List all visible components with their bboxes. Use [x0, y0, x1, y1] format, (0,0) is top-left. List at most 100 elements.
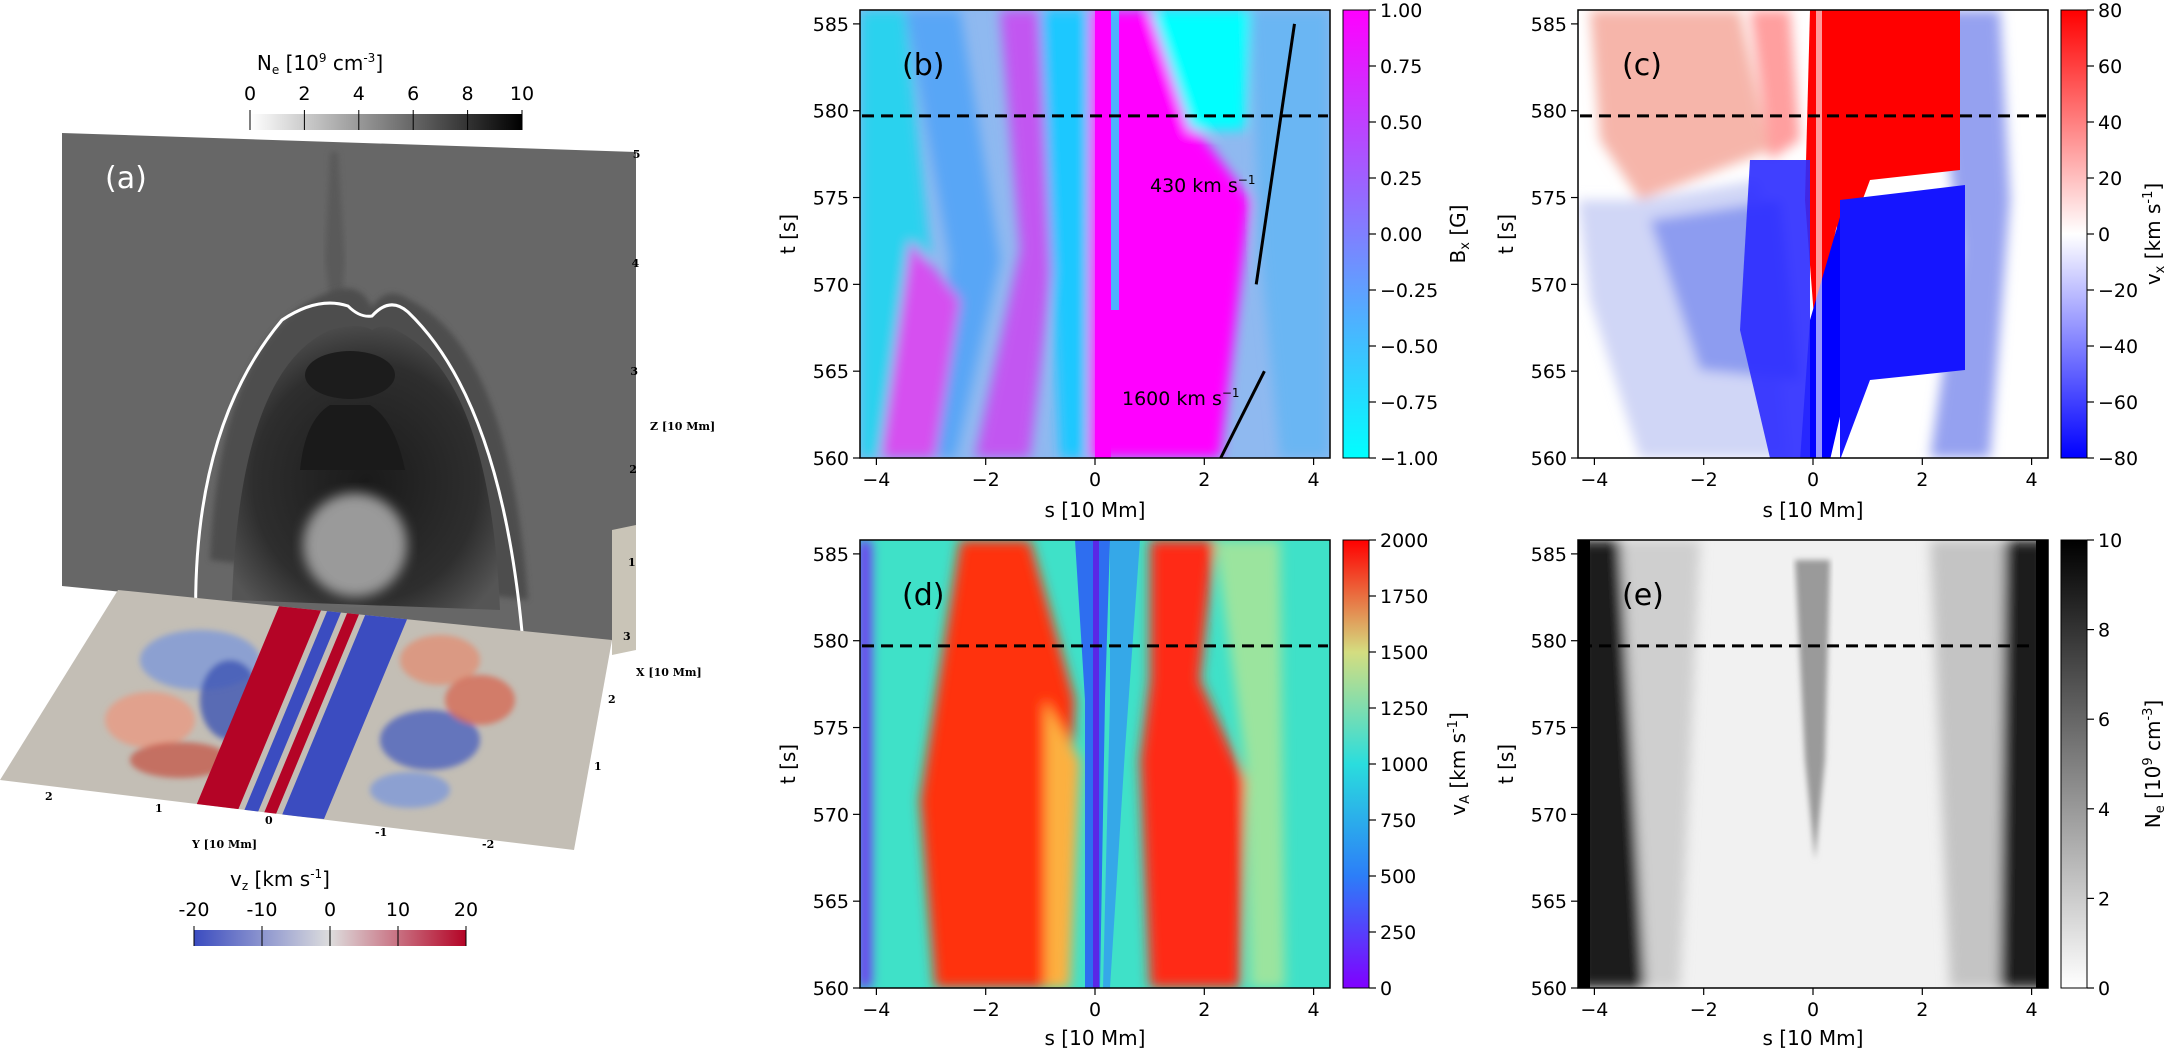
panel-e-ytick-label: 565	[1531, 891, 1567, 913]
panel-d-label: (d)	[902, 578, 944, 613]
z-axis-tick: 3	[630, 365, 638, 378]
panel-d-ytick-label: 565	[813, 891, 849, 913]
z-axis-tick: 1	[628, 556, 636, 569]
vz-colorbar-tick-label: -20	[178, 899, 209, 921]
panel-d-colorbar-tick-label: 2000	[1380, 530, 1428, 552]
panel-b-ytick-label: 585	[813, 14, 849, 36]
panel-a-label: (a)	[105, 161, 147, 196]
panel-c-ytick-label: 580	[1531, 101, 1567, 123]
ne-heatmap	[1578, 540, 2048, 988]
panel-b: 430 km s−1 1600 km s−1 (b) −4 −2 0 2 4 560 565 5…	[776, 0, 1473, 522]
panel-e-colorbar-tick-label: 6	[2098, 709, 2110, 731]
panel-d-colorbar-tick-label: 250	[1380, 922, 1416, 944]
panel-d-colorbar-tick-label: 1500	[1380, 642, 1428, 664]
panel-b-colorbar-tick-label: −0.50	[1380, 336, 1438, 358]
density-colorbar-tick-label: 4	[353, 83, 365, 105]
va-colorbar	[1342, 539, 1370, 989]
panel-e-xtick-label: 0	[1807, 999, 1819, 1021]
panel-b-ytick-label: 575	[813, 188, 849, 210]
panel-d-ylabel: t [s]	[776, 744, 800, 784]
panel-b-xlabel: s [10 Mm]	[1045, 498, 1146, 522]
panel-c-xtick-label: 2	[1916, 469, 1928, 491]
vz-colorbar: vz [km s-1] -20 -10 0 10 20	[178, 867, 478, 946]
panel-b-xtick-label: −2	[972, 469, 1000, 491]
density-colorbar-ramp	[250, 114, 522, 130]
z-axis-label: Z [10 Mm]	[650, 420, 715, 433]
panel-d-xtick-label: 0	[1089, 999, 1101, 1021]
panel-b-ytick-label: 565	[813, 361, 849, 383]
panel-c-xtick-label: 0	[1807, 469, 1819, 491]
vx-colorbar	[2060, 9, 2088, 459]
vz-colorbar-tick-label: -10	[246, 899, 277, 921]
x-axis-tick: 1	[594, 760, 602, 773]
density-colorbar-label: Ne [109 cm-3]	[257, 51, 383, 77]
z-axis-tick: 5	[633, 148, 641, 161]
panel-c-ytick-label: 565	[1531, 361, 1567, 383]
panel-e-ytick-label: 570	[1531, 804, 1567, 826]
panel-e-xtick-label: −2	[1690, 999, 1718, 1021]
panel-d-colorbar-tick-label: 500	[1380, 866, 1416, 888]
panel-b-colorbar-tick-label: 0.50	[1380, 112, 1422, 134]
z-axis-tick: 2	[629, 463, 637, 476]
density-colorbar-tick-label: 8	[462, 83, 474, 105]
panel-c-colorbar-tick-label: 40	[2098, 112, 2122, 134]
panel-d-ytick-label: 585	[813, 544, 849, 566]
density-colorbar-tick-label: 2	[298, 83, 310, 105]
x-axis-tick: 2	[608, 693, 616, 706]
panel-c-colorbar-tick-label: 80	[2098, 0, 2122, 22]
panel-e-xtick-label: −4	[1580, 999, 1608, 1021]
panel-e-colorbar-tick-label: 4	[2098, 799, 2110, 821]
panel-c-ylabel: t [s]	[1494, 214, 1518, 254]
panel-e-colorbar-tick-label: 8	[2098, 620, 2110, 642]
x-axis-tick: 3	[623, 630, 631, 643]
density-colorbar-tick-label: 10	[510, 83, 534, 105]
va-colorbar-label: vA [km s-1]	[1446, 712, 1473, 816]
panel-d-xtick-label: 4	[1308, 999, 1320, 1021]
panel-b-xtick-label: −4	[862, 469, 890, 491]
vx-colorbar-label: vx [km s-1]	[2141, 183, 2168, 285]
vz-colorbar-tick-label: 0	[324, 899, 336, 921]
panel-b-ytick-label: 570	[813, 274, 849, 296]
bx-colorbar	[1342, 9, 1370, 459]
y-axis-tick: -2	[482, 838, 494, 851]
panel-c-xlabel: s [10 Mm]	[1763, 498, 1864, 522]
panel-e-colorbar-tick-label: 0	[2098, 978, 2110, 1000]
phase-speed-line	[1254, 23, 1296, 285]
panel-d-xtick-label: 2	[1198, 999, 1210, 1021]
panel-d-ytick-label: 580	[813, 631, 849, 653]
panel-e-xtick-label: 2	[1916, 999, 1928, 1021]
density-colorbar-tick-label: 6	[407, 83, 419, 105]
panel-d-colorbar-tick-label: 750	[1380, 810, 1416, 832]
phase-speed-label: 430 km s−1	[1150, 173, 1255, 197]
ne-colorbar-label: Ne [109 cm-3]	[2141, 700, 2168, 829]
panel-b-colorbar-tick-label: −0.75	[1380, 392, 1438, 414]
panel-d-colorbar-tick-label: 1750	[1380, 586, 1428, 608]
panel-c-colorbar-tick-label: −60	[2098, 392, 2138, 414]
density-colorbar-tick-label: 0	[244, 83, 256, 105]
y-axis-tick: -1	[375, 826, 387, 839]
panel-c-ytick-label: 570	[1531, 274, 1567, 296]
panel-c-ytick-label: 560	[1531, 448, 1567, 470]
bx-heatmap	[860, 10, 1330, 458]
density-colorbar: Ne [109 cm-3] 0 2 4 6 8 10	[244, 51, 534, 130]
panel-b-ytick-label: 580	[813, 101, 849, 123]
panel-e-ytick-label: 585	[1531, 544, 1567, 566]
panel-d-colorbar-tick-label: 1250	[1380, 698, 1428, 720]
panel-e-xlabel: s [10 Mm]	[1763, 1026, 1864, 1049]
panel-b-label: (b)	[902, 48, 944, 83]
y-axis-tick: 2	[45, 790, 53, 803]
panel-c-ytick-label: 575	[1531, 188, 1567, 210]
panel-c-ytick-label: 585	[1531, 14, 1567, 36]
panel-e-ylabel: t [s]	[1494, 744, 1518, 784]
y-axis-tick: 1	[155, 802, 163, 815]
panel-d-colorbar-tick-label: 1000	[1380, 754, 1428, 776]
panel-e-colorbar-tick-label: 2	[2098, 888, 2110, 910]
bx-colorbar-label: Bx [G]	[1446, 205, 1473, 264]
panel-b-ytick-label: 560	[813, 448, 849, 470]
panel-e-ytick-label: 575	[1531, 718, 1567, 740]
panel-e-label: (e)	[1622, 578, 1664, 613]
panel-b-xtick-label: 2	[1198, 469, 1210, 491]
